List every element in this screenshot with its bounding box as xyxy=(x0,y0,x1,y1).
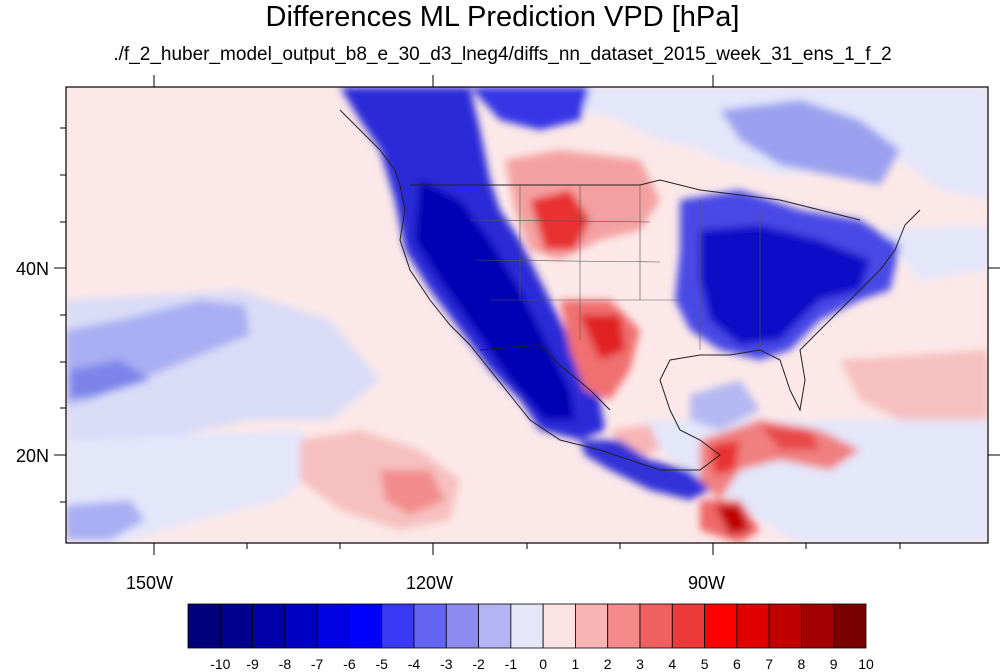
difference-field xyxy=(66,87,988,543)
colorbar-label: 7 xyxy=(765,656,773,672)
colorbar-label: 0 xyxy=(539,656,547,672)
colorbar-box xyxy=(639,603,673,649)
field-region-atlantic-lightblue xyxy=(880,225,988,280)
field-region-east-deepblue xyxy=(700,225,870,345)
lat-label-40n: 40N xyxy=(16,259,50,279)
colorbar-label: 5 xyxy=(700,656,709,672)
colorbar-label: 4 xyxy=(668,656,677,672)
canada-coastline xyxy=(339,109,401,186)
field-region-north-blue xyxy=(470,87,590,130)
colorbar-box xyxy=(736,603,770,649)
colorbar xyxy=(187,603,867,649)
colorbar-label: 9 xyxy=(829,656,838,672)
lon-label-120w: 120W xyxy=(406,573,454,593)
colorbar-label: -10 xyxy=(210,656,231,672)
map-title: Differences ML Prediction VPD [hPa] xyxy=(265,1,740,33)
field-region-canada-blue xyxy=(720,100,900,185)
field-region-pacific-blue-core xyxy=(70,360,150,398)
colorbar-label: -6 xyxy=(343,656,356,672)
colorbar-box xyxy=(187,603,221,649)
colorbar-box xyxy=(801,603,835,649)
colorbar-label: 10 xyxy=(858,656,874,672)
na-coastline xyxy=(399,184,921,471)
axis-ticks xyxy=(54,75,1000,555)
colorbar-box xyxy=(381,603,415,649)
field-region-plains-red xyxy=(530,190,590,250)
colorbar-label: -8 xyxy=(278,656,292,672)
field-region-mexico-pink xyxy=(610,425,660,460)
colorbar-box xyxy=(413,603,447,649)
colorbar-box xyxy=(316,603,350,649)
colorbar-box xyxy=(510,603,544,649)
map-subtitle: ./f_2_huber_model_output_b8_e_30_d3_lneg… xyxy=(113,44,892,65)
colorbar-label: -1 xyxy=(504,656,518,672)
field-region-mexico-blue xyxy=(580,440,710,500)
colorbar-label: -2 xyxy=(472,656,485,672)
colorbar-label: 3 xyxy=(636,656,644,672)
state-borders xyxy=(469,185,761,350)
field-region-sw-blue xyxy=(66,500,145,540)
colorbar-label: 6 xyxy=(732,656,741,672)
field-region-cuba-red xyxy=(760,425,820,450)
lon-label-90w: 90W xyxy=(688,573,726,593)
colorbar-label: -4 xyxy=(407,656,421,672)
field-region-pacific-pink-core xyxy=(380,470,445,515)
colorbar-box xyxy=(284,603,318,649)
colorbar-label: 2 xyxy=(603,656,612,672)
coastlines xyxy=(339,109,921,471)
colorbar-label: 1 xyxy=(571,656,580,672)
field-region-gulf-blue xyxy=(690,380,760,430)
field-region-texas-red xyxy=(580,315,625,360)
colorbar-box xyxy=(671,603,705,649)
colorbar-label: -5 xyxy=(375,656,388,672)
colorbar-box xyxy=(575,603,609,649)
colorbar-box xyxy=(607,603,641,649)
colorbar-box xyxy=(252,603,286,649)
us-canada-border xyxy=(639,179,861,221)
colorbar-label: -9 xyxy=(246,656,259,672)
field-region-caribbean-red xyxy=(710,440,740,475)
lon-label-150w: 150W xyxy=(126,573,174,593)
us-mexico-border xyxy=(479,344,611,411)
colorbar-box xyxy=(542,603,576,649)
colorbar-box xyxy=(478,603,512,649)
colorbar-box xyxy=(768,603,802,649)
colorbar-label: -7 xyxy=(310,656,324,672)
colorbar-label: 8 xyxy=(797,656,806,672)
colorbar-box xyxy=(833,603,867,649)
lat-label-20n: 20N xyxy=(16,446,50,466)
field-region-central-america-darkred xyxy=(715,505,750,535)
colorbar-box xyxy=(349,603,383,649)
colorbar-box xyxy=(445,603,479,649)
field-region-atlantic-pink xyxy=(840,350,988,420)
colorbar-box xyxy=(219,603,253,649)
colorbar-box xyxy=(704,603,738,649)
colorbar-label: -3 xyxy=(440,656,453,672)
